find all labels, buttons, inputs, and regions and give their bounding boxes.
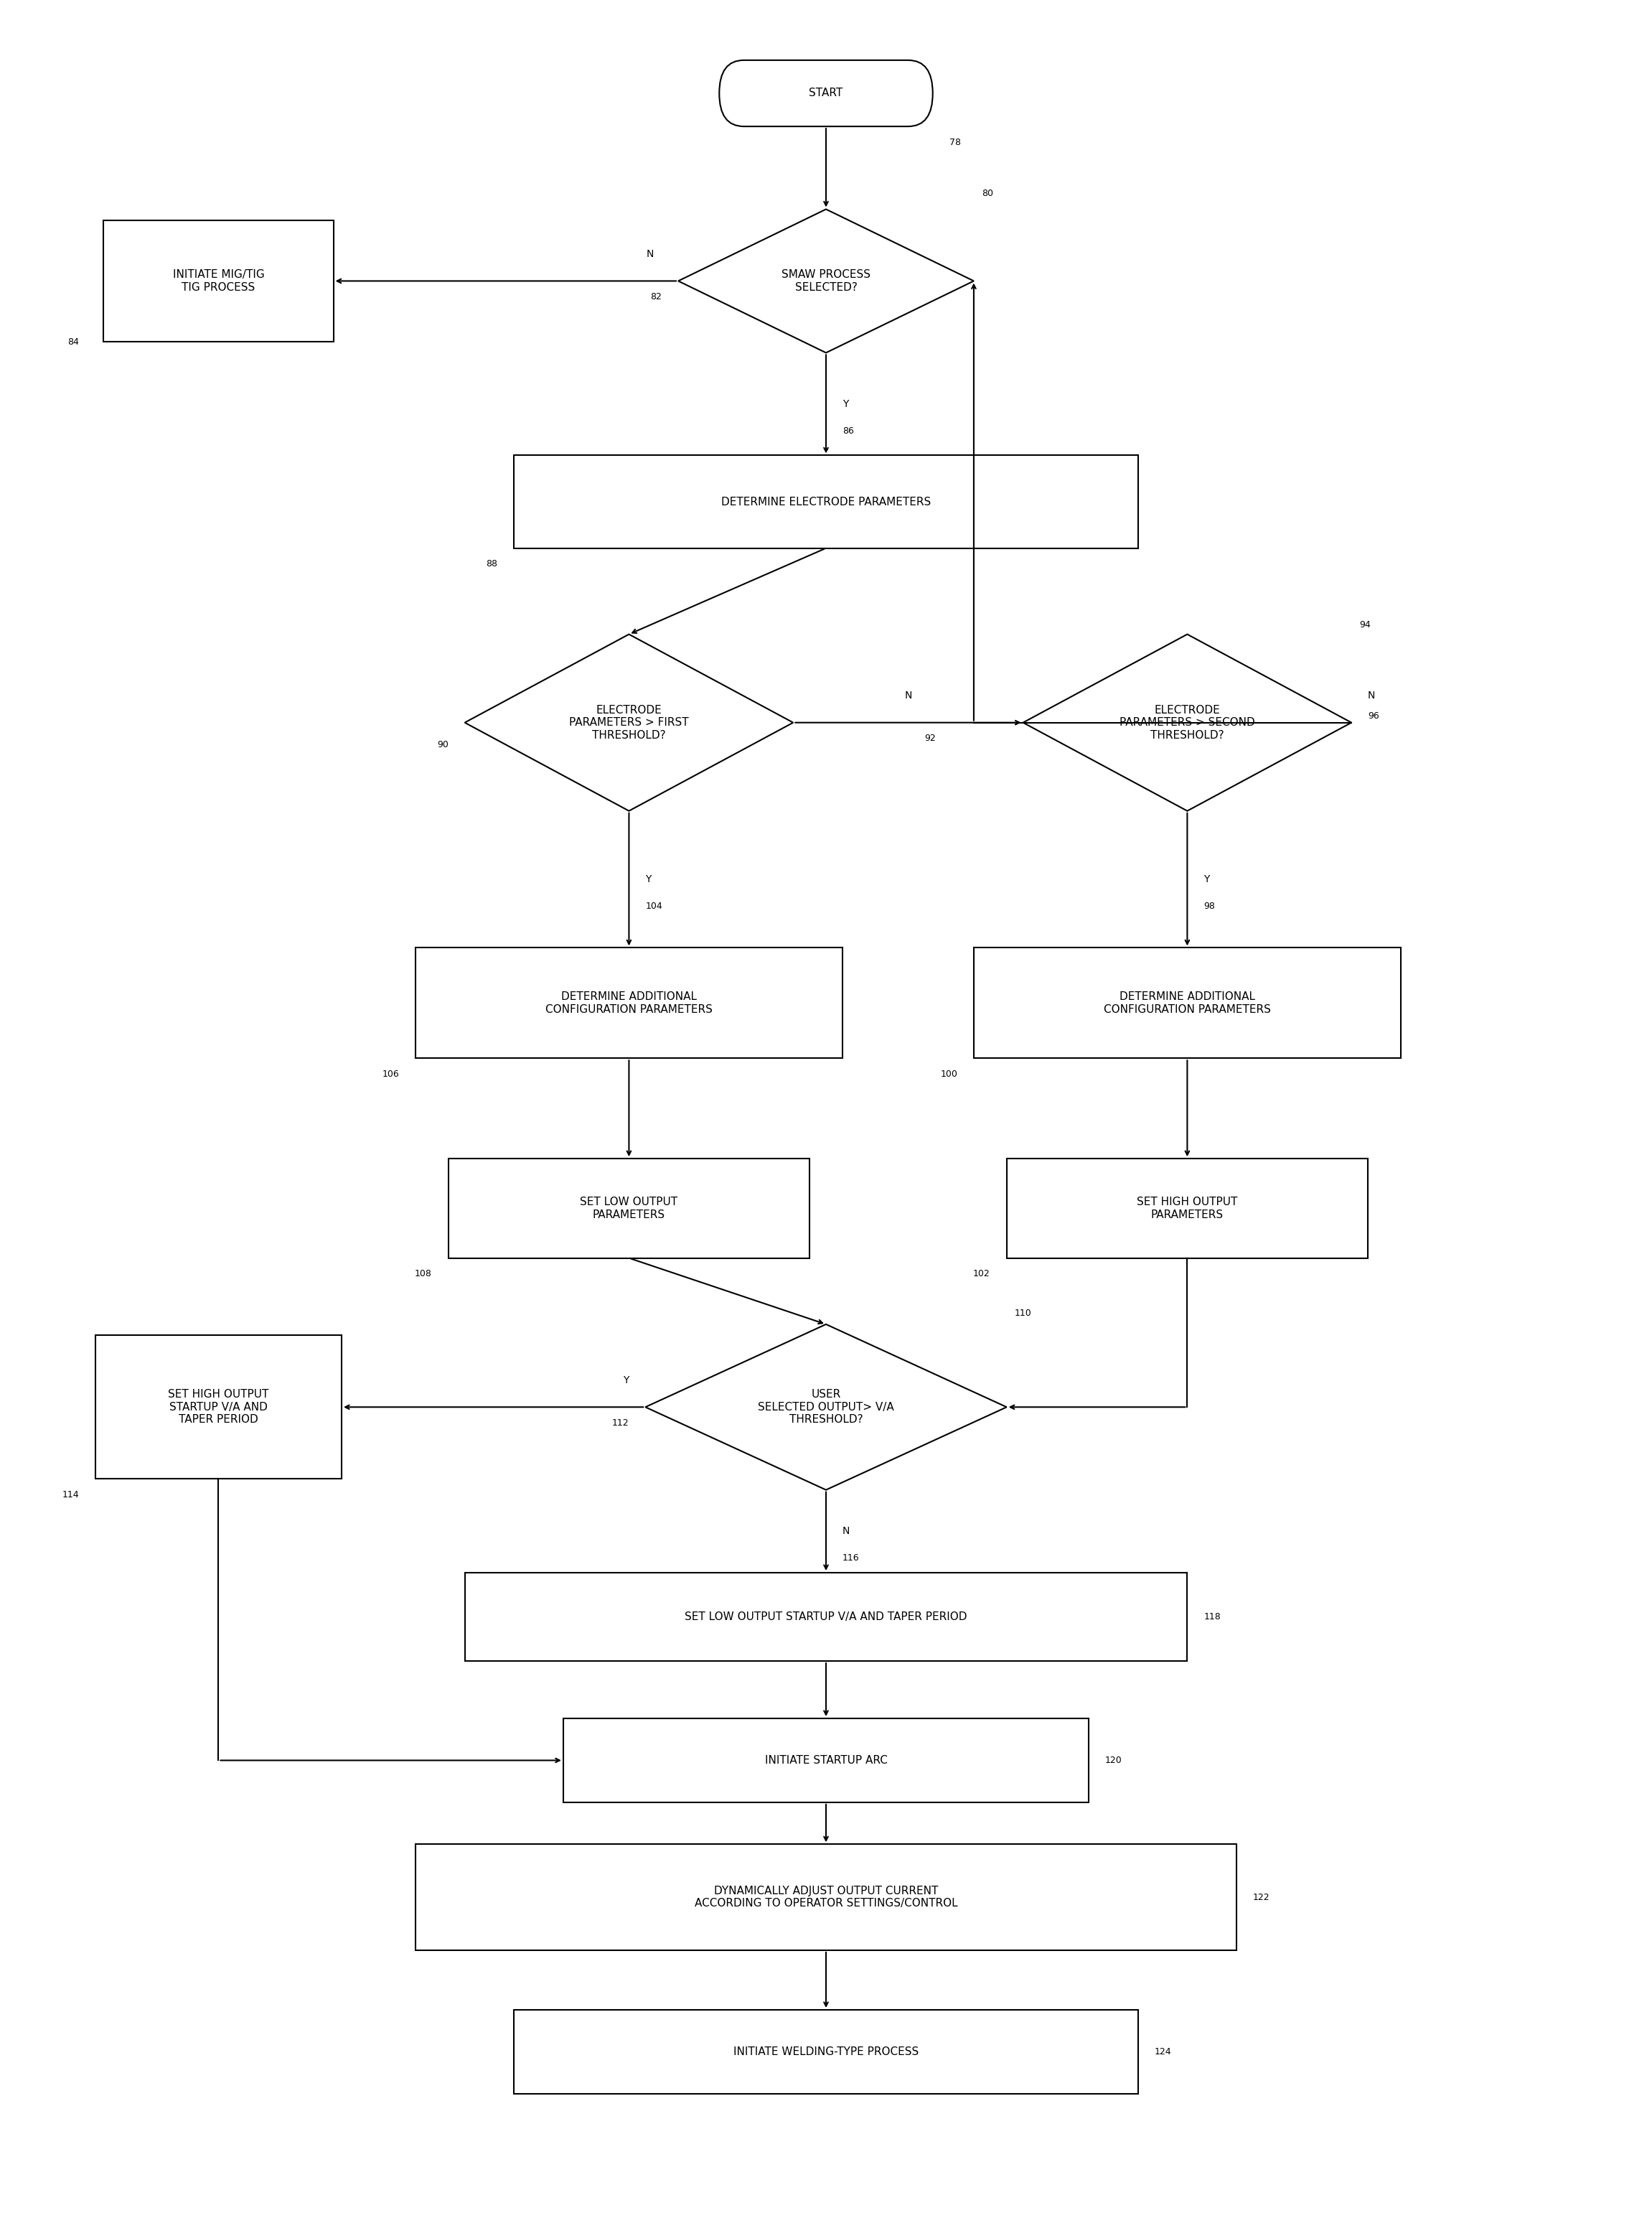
Text: SET HIGH OUTPUT
PARAMETERS: SET HIGH OUTPUT PARAMETERS [1137,1198,1237,1220]
Text: 106: 106 [382,1069,400,1078]
Text: 96: 96 [1368,712,1379,721]
Text: 114: 114 [61,1490,79,1499]
Text: DETERMINE ADDITIONAL
CONFIGURATION PARAMETERS: DETERMINE ADDITIONAL CONFIGURATION PARAM… [1104,991,1270,1014]
Bar [514,2010,1138,2094]
Text: INITIATE MIG/TIG
TIG PROCESS: INITIATE MIG/TIG TIG PROCESS [172,268,264,293]
Text: 102: 102 [973,1269,990,1278]
Text: SET LOW OUTPUT
PARAMETERS: SET LOW OUTPUT PARAMETERS [580,1198,677,1220]
Text: N: N [904,690,912,701]
Text: 124: 124 [1155,2047,1171,2056]
Bar [96,1335,342,1479]
Bar [563,1719,1089,1803]
Text: START: START [809,89,843,98]
Text: DETERMINE ELECTRODE PARAMETERS: DETERMINE ELECTRODE PARAMETERS [722,497,930,508]
Text: 82: 82 [651,293,662,302]
Bar [416,1845,1236,1950]
Bar [514,455,1138,548]
Text: 112: 112 [611,1417,629,1428]
Text: 100: 100 [940,1069,958,1078]
Text: Y: Y [646,874,651,885]
Text: SET HIGH OUTPUT
STARTUP V/A AND
TAPER PERIOD: SET HIGH OUTPUT STARTUP V/A AND TAPER PE… [169,1388,269,1424]
Text: 92: 92 [925,734,935,743]
Text: Y: Y [1204,874,1209,885]
Polygon shape [1023,634,1351,812]
FancyBboxPatch shape [719,60,933,126]
Text: 78: 78 [950,138,960,146]
Text: 118: 118 [1204,1612,1221,1621]
Text: N: N [646,248,654,260]
Text: 80: 80 [981,189,993,197]
Text: Y: Y [623,1375,629,1384]
Text: 88: 88 [486,559,497,568]
Bar [416,947,843,1058]
Text: INITIATE STARTUP ARC: INITIATE STARTUP ARC [765,1754,887,1766]
Text: USER
SELECTED OUTPUT> V/A
THRESHOLD?: USER SELECTED OUTPUT> V/A THRESHOLD? [758,1388,894,1424]
Text: 98: 98 [1204,901,1216,912]
Text: Y: Y [843,399,849,408]
Text: N: N [843,1526,849,1537]
Text: SET LOW OUTPUT STARTUP V/A AND TAPER PERIOD: SET LOW OUTPUT STARTUP V/A AND TAPER PER… [686,1612,966,1621]
Text: N: N [1368,690,1376,701]
Bar [104,220,334,342]
Text: 110: 110 [1014,1309,1032,1317]
Text: INITIATE WELDING-TYPE PROCESS: INITIATE WELDING-TYPE PROCESS [733,2047,919,2058]
Text: 120: 120 [1105,1757,1122,1766]
Bar [464,1573,1188,1661]
Text: ELECTRODE
PARAMETERS > SECOND
THRESHOLD?: ELECTRODE PARAMETERS > SECOND THRESHOLD? [1120,705,1256,741]
Text: 94: 94 [1360,621,1371,630]
Text: 108: 108 [415,1269,431,1278]
Text: ELECTRODE
PARAMETERS > FIRST
THRESHOLD?: ELECTRODE PARAMETERS > FIRST THRESHOLD? [570,705,689,741]
Text: 116: 116 [843,1553,859,1564]
Text: 90: 90 [436,741,448,750]
Text: 86: 86 [843,426,854,435]
Polygon shape [646,1324,1006,1490]
Polygon shape [464,634,793,812]
Bar [1006,1158,1368,1258]
Bar [973,947,1401,1058]
Bar [448,1158,809,1258]
Polygon shape [679,208,973,353]
Text: DYNAMICALLY ADJUST OUTPUT CURRENT
ACCORDING TO OPERATOR SETTINGS/CONTROL: DYNAMICALLY ADJUST OUTPUT CURRENT ACCORD… [694,1885,958,1910]
Text: 122: 122 [1252,1892,1270,1901]
Text: 104: 104 [646,901,662,912]
Text: SMAW PROCESS
SELECTED?: SMAW PROCESS SELECTED? [781,268,871,293]
Text: DETERMINE ADDITIONAL
CONFIGURATION PARAMETERS: DETERMINE ADDITIONAL CONFIGURATION PARAM… [545,991,712,1014]
Text: 84: 84 [68,337,79,346]
